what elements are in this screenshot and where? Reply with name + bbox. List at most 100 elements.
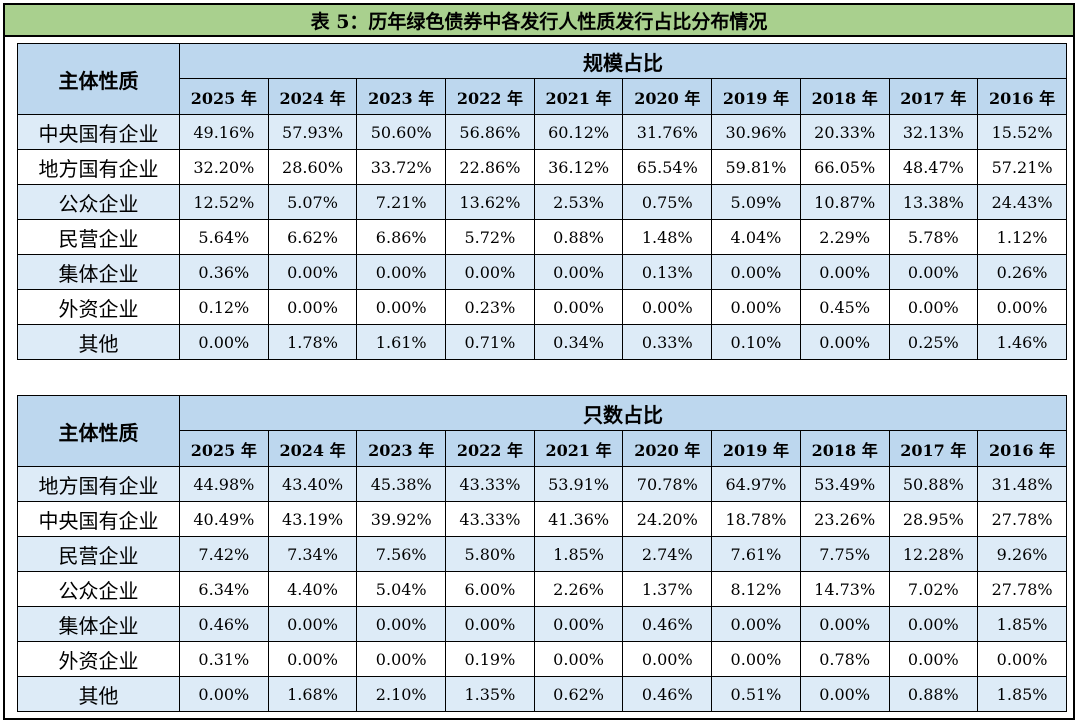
row-label: 公众企业 — [17, 571, 180, 607]
table-cell: 0.00% — [888, 289, 979, 325]
table-cell: 40.49% — [179, 501, 269, 537]
row-label: 地方国有企业 — [17, 149, 180, 185]
table-cell: 50.88% — [888, 466, 979, 502]
table-cell: 0.00% — [888, 606, 979, 642]
table-cell: 13.62% — [445, 184, 535, 220]
table-cell: 5.09% — [711, 184, 801, 220]
year-header: 2018 年 — [799, 78, 890, 115]
table-cell: 44.98% — [179, 466, 269, 502]
table-cell: 60.12% — [533, 114, 624, 150]
table-cell: 0.26% — [977, 254, 1067, 290]
table-cell: 0.00% — [445, 254, 535, 290]
table-cell: 15.52% — [977, 114, 1067, 150]
table-cell: 0.00% — [267, 606, 358, 642]
table-cell: 0.00% — [267, 254, 358, 290]
table-cell: 1.85% — [533, 536, 624, 572]
table-cell: 0.31% — [179, 641, 269, 677]
table-cell: 0.13% — [622, 254, 713, 290]
table-cell: 1.12% — [977, 219, 1067, 255]
table-cell: 27.78% — [977, 501, 1067, 537]
table-cell: 2.29% — [799, 219, 890, 255]
table-cell: 53.49% — [799, 466, 890, 502]
table-cell: 28.60% — [267, 149, 358, 185]
table-cell: 41.36% — [533, 501, 624, 537]
table-cell: 0.00% — [977, 641, 1067, 677]
count-share-table: 主体性质 只数占比 2025 年 2024 年 2023 年 2022 年 2021 年… — [17, 395, 1067, 712]
table-cell: 0.00% — [267, 641, 358, 677]
year-header: 2020 年 — [622, 430, 713, 467]
table-cell: 1.46% — [977, 324, 1067, 360]
table-cell: 32.13% — [888, 114, 979, 150]
year-header: 2021 年 — [533, 78, 624, 115]
subject-header: 主体性质 — [17, 395, 180, 467]
table-cell: 64.97% — [711, 466, 801, 502]
table-cell: 0.23% — [445, 289, 535, 325]
table-cell: 43.33% — [445, 466, 535, 502]
table-cell: 31.76% — [622, 114, 713, 150]
table-cell: 0.00% — [711, 606, 801, 642]
table-cell: 5.04% — [356, 571, 447, 607]
table-cell: 30.96% — [711, 114, 801, 150]
table-cell: 0.00% — [888, 641, 979, 677]
table-cell: 5.07% — [267, 184, 358, 220]
table-cell: 1.35% — [445, 676, 535, 712]
table-cell: 45.38% — [356, 466, 447, 502]
table-cell: 28.95% — [888, 501, 979, 537]
table-row: 其他 0.00% 1.68% 2.10% 1.35% 0.62% 0.46% 0.51% 0.0… — [17, 676, 1067, 712]
table-cell: 6.34% — [179, 571, 269, 607]
table-cell: 0.00% — [179, 676, 269, 712]
table-cell: 7.02% — [888, 571, 979, 607]
row-label: 集体企业 — [17, 254, 180, 290]
table-cell: 0.00% — [356, 641, 447, 677]
table-cell: 43.33% — [445, 501, 535, 537]
subject-header: 主体性质 — [17, 43, 180, 115]
table-cell: 7.34% — [267, 536, 358, 572]
table-cell: 0.33% — [622, 324, 713, 360]
table-cell: 0.36% — [179, 254, 269, 290]
year-header-row: 2025 年 2024 年 2023 年 2022 年 2021 年 2020 年 2019… — [18, 78, 1067, 115]
table-cell: 6.86% — [356, 219, 447, 255]
table-cell: 0.00% — [533, 606, 624, 642]
year-header: 2025 年 — [179, 430, 269, 467]
table-cell: 0.12% — [179, 289, 269, 325]
table-row: 外资企业 0.12% 0.00% 0.00% 0.23% 0.00% 0.00% 0.00% 0… — [17, 289, 1067, 325]
table-cell: 0.00% — [711, 289, 801, 325]
table-cell: 1.48% — [622, 219, 713, 255]
table-cell: 56.86% — [445, 114, 535, 150]
table-cell: 0.00% — [622, 289, 713, 325]
table-cell: 59.81% — [711, 149, 801, 185]
table-cell: 0.88% — [888, 676, 979, 712]
table-cell: 6.00% — [445, 571, 535, 607]
table-cell: 0.00% — [799, 606, 890, 642]
table-cell: 65.54% — [622, 149, 713, 185]
table-cell: 43.40% — [267, 466, 358, 502]
year-header: 2016 年 — [977, 78, 1067, 115]
group-header: 只数占比 — [179, 395, 1067, 431]
year-header: 2017 年 — [888, 78, 979, 115]
table-cell: 0.00% — [356, 289, 447, 325]
table-cell: 0.00% — [799, 676, 890, 712]
table-cell: 12.28% — [888, 536, 979, 572]
table-cell: 2.10% — [356, 676, 447, 712]
table-cell: 1.37% — [622, 571, 713, 607]
table-cell: 0.46% — [622, 676, 713, 712]
table-cell: 0.25% — [888, 324, 979, 360]
year-header: 2023 年 — [356, 430, 447, 467]
table-cell: 49.16% — [179, 114, 269, 150]
table-cell: 4.04% — [711, 219, 801, 255]
table-cell: 0.00% — [711, 254, 801, 290]
table-cell: 1.61% — [356, 324, 447, 360]
table-cell: 0.00% — [356, 606, 447, 642]
table-cell: 36.12% — [533, 149, 624, 185]
year-header: 2023 年 — [356, 78, 447, 115]
table-cell: 2.74% — [622, 536, 713, 572]
table-cell: 0.19% — [445, 641, 535, 677]
year-header: 2024 年 — [267, 430, 358, 467]
year-header: 2024 年 — [267, 78, 358, 115]
year-header: 2018 年 — [799, 430, 890, 467]
table-cell: 31.48% — [977, 466, 1067, 502]
row-label: 民营企业 — [17, 536, 180, 572]
table-cell: 0.00% — [799, 254, 890, 290]
row-label: 其他 — [17, 324, 180, 360]
group-header: 规模占比 — [179, 43, 1067, 79]
